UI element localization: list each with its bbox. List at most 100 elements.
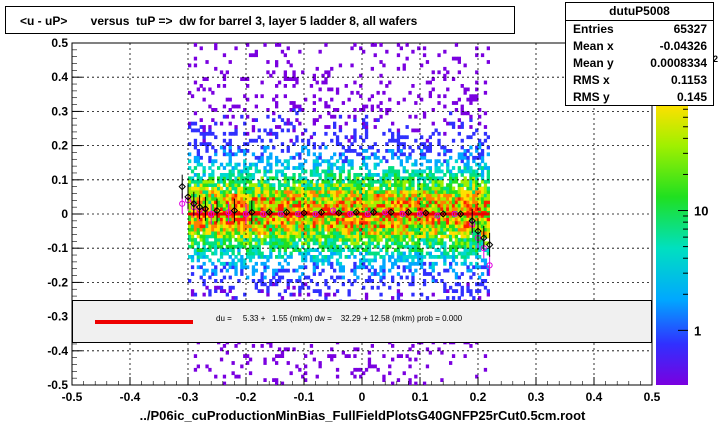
heatmap-cell [457,241,461,246]
heatmap-cell [251,265,256,270]
heatmap-cell [362,220,366,225]
heatmap-cell [382,183,386,187]
heatmap-cell [341,265,345,270]
heatmap-cell [286,145,290,150]
heatmap-cell [231,114,235,119]
heatmap-cell [257,193,261,198]
heatmap-cell [254,203,258,208]
heatmap-cell [295,244,299,249]
heatmap-cell [431,196,435,201]
heatmap-cell [350,193,354,198]
heatmap-cell [312,166,316,170]
heatmap-cell [373,155,377,160]
heatmap-cell [295,227,299,232]
heatmap-cell [463,196,467,201]
heatmap-cell [199,131,203,136]
heatmap-cell [405,43,409,47]
heatmap-cell [315,80,319,85]
heatmap-cell [379,237,383,242]
heatmap-cell [190,121,195,126]
heatmap-cell [295,200,299,205]
heatmap-cell [341,183,345,187]
heatmap-cell [257,155,261,160]
heatmap-cell [228,142,232,146]
heatmap-cell [260,190,264,194]
heatmap-cell [312,73,316,78]
heatmap-cell [451,224,456,229]
heatmap-cell [246,77,250,81]
heatmap-cell [321,220,325,225]
heatmap-cell [483,214,488,218]
heatmap-cell [347,176,351,181]
heatmap-cell [327,176,331,181]
heatmap-cell [243,234,247,239]
heatmap-cell [222,190,227,194]
heatmap-cell [286,200,290,205]
heatmap-cell [269,190,273,194]
heatmap-cell [414,162,418,167]
heatmap-cell [298,251,302,256]
heatmap-cell [315,227,319,232]
heatmap-cell [237,241,241,246]
heatmap-cell [333,214,337,218]
heatmap-cell [237,207,241,211]
heatmap-cell [402,231,406,235]
heatmap-cell [315,248,319,252]
heatmap-cell [359,234,363,239]
heatmap-cell [286,196,290,201]
heatmap-cell [347,217,351,222]
heatmap-cell [335,231,340,235]
heatmap-cell [443,207,447,211]
heatmap-cell [391,251,395,256]
heatmap-cell [393,179,398,184]
heatmap-cell [295,364,299,369]
heatmap-cell [272,357,276,362]
heatmap-cell [318,364,322,369]
heatmap-cell [205,131,209,136]
heatmap-cell [417,261,421,266]
heatmap-cell [312,118,316,122]
heatmap-cell [454,234,459,239]
heatmap-cell [437,203,441,208]
heatmap-cell [222,224,227,229]
heatmap-cell [425,296,430,300]
heatmap-cell [425,176,430,181]
heatmap-cell [463,241,467,246]
heatmap-cell [283,234,287,239]
heatmap-cell [486,152,490,157]
heatmap-cell [428,145,432,150]
heatmap-cell [414,220,418,225]
heatmap-cell [451,220,456,225]
heatmap-cell [208,193,212,198]
heatmap-cell [422,234,427,239]
profile-black-point [485,241,494,249]
heatmap-cell [330,179,334,184]
heatmap-cell [286,159,290,164]
heatmap-cell [385,207,389,211]
heatmap-cell [231,217,235,222]
heatmap-cell [428,217,432,222]
heatmap-cell [286,361,290,365]
heatmap-cell [425,227,430,232]
heatmap-cell [321,200,325,205]
heatmap-cell [431,87,435,92]
heatmap-cell [385,224,389,229]
heatmap-cell [211,173,215,177]
heatmap-cell [304,265,308,270]
heatmap-cell [335,90,340,95]
heatmap-cell [449,265,453,270]
heatmap-cell [327,234,331,239]
heatmap-cell [353,114,357,119]
heatmap-cell [446,296,450,300]
heatmap-cell [379,200,383,205]
heatmap-cell [405,200,409,205]
heatmap-cell [324,125,328,129]
heatmap-cell [457,224,461,229]
heatmap-cell [286,261,290,266]
heatmap-cell [420,203,424,208]
heatmap-cell [246,237,250,242]
heatmap-cell [443,149,447,153]
heatmap-cell [208,155,212,160]
heatmap-cell [382,234,386,239]
heatmap-cell [385,237,389,242]
